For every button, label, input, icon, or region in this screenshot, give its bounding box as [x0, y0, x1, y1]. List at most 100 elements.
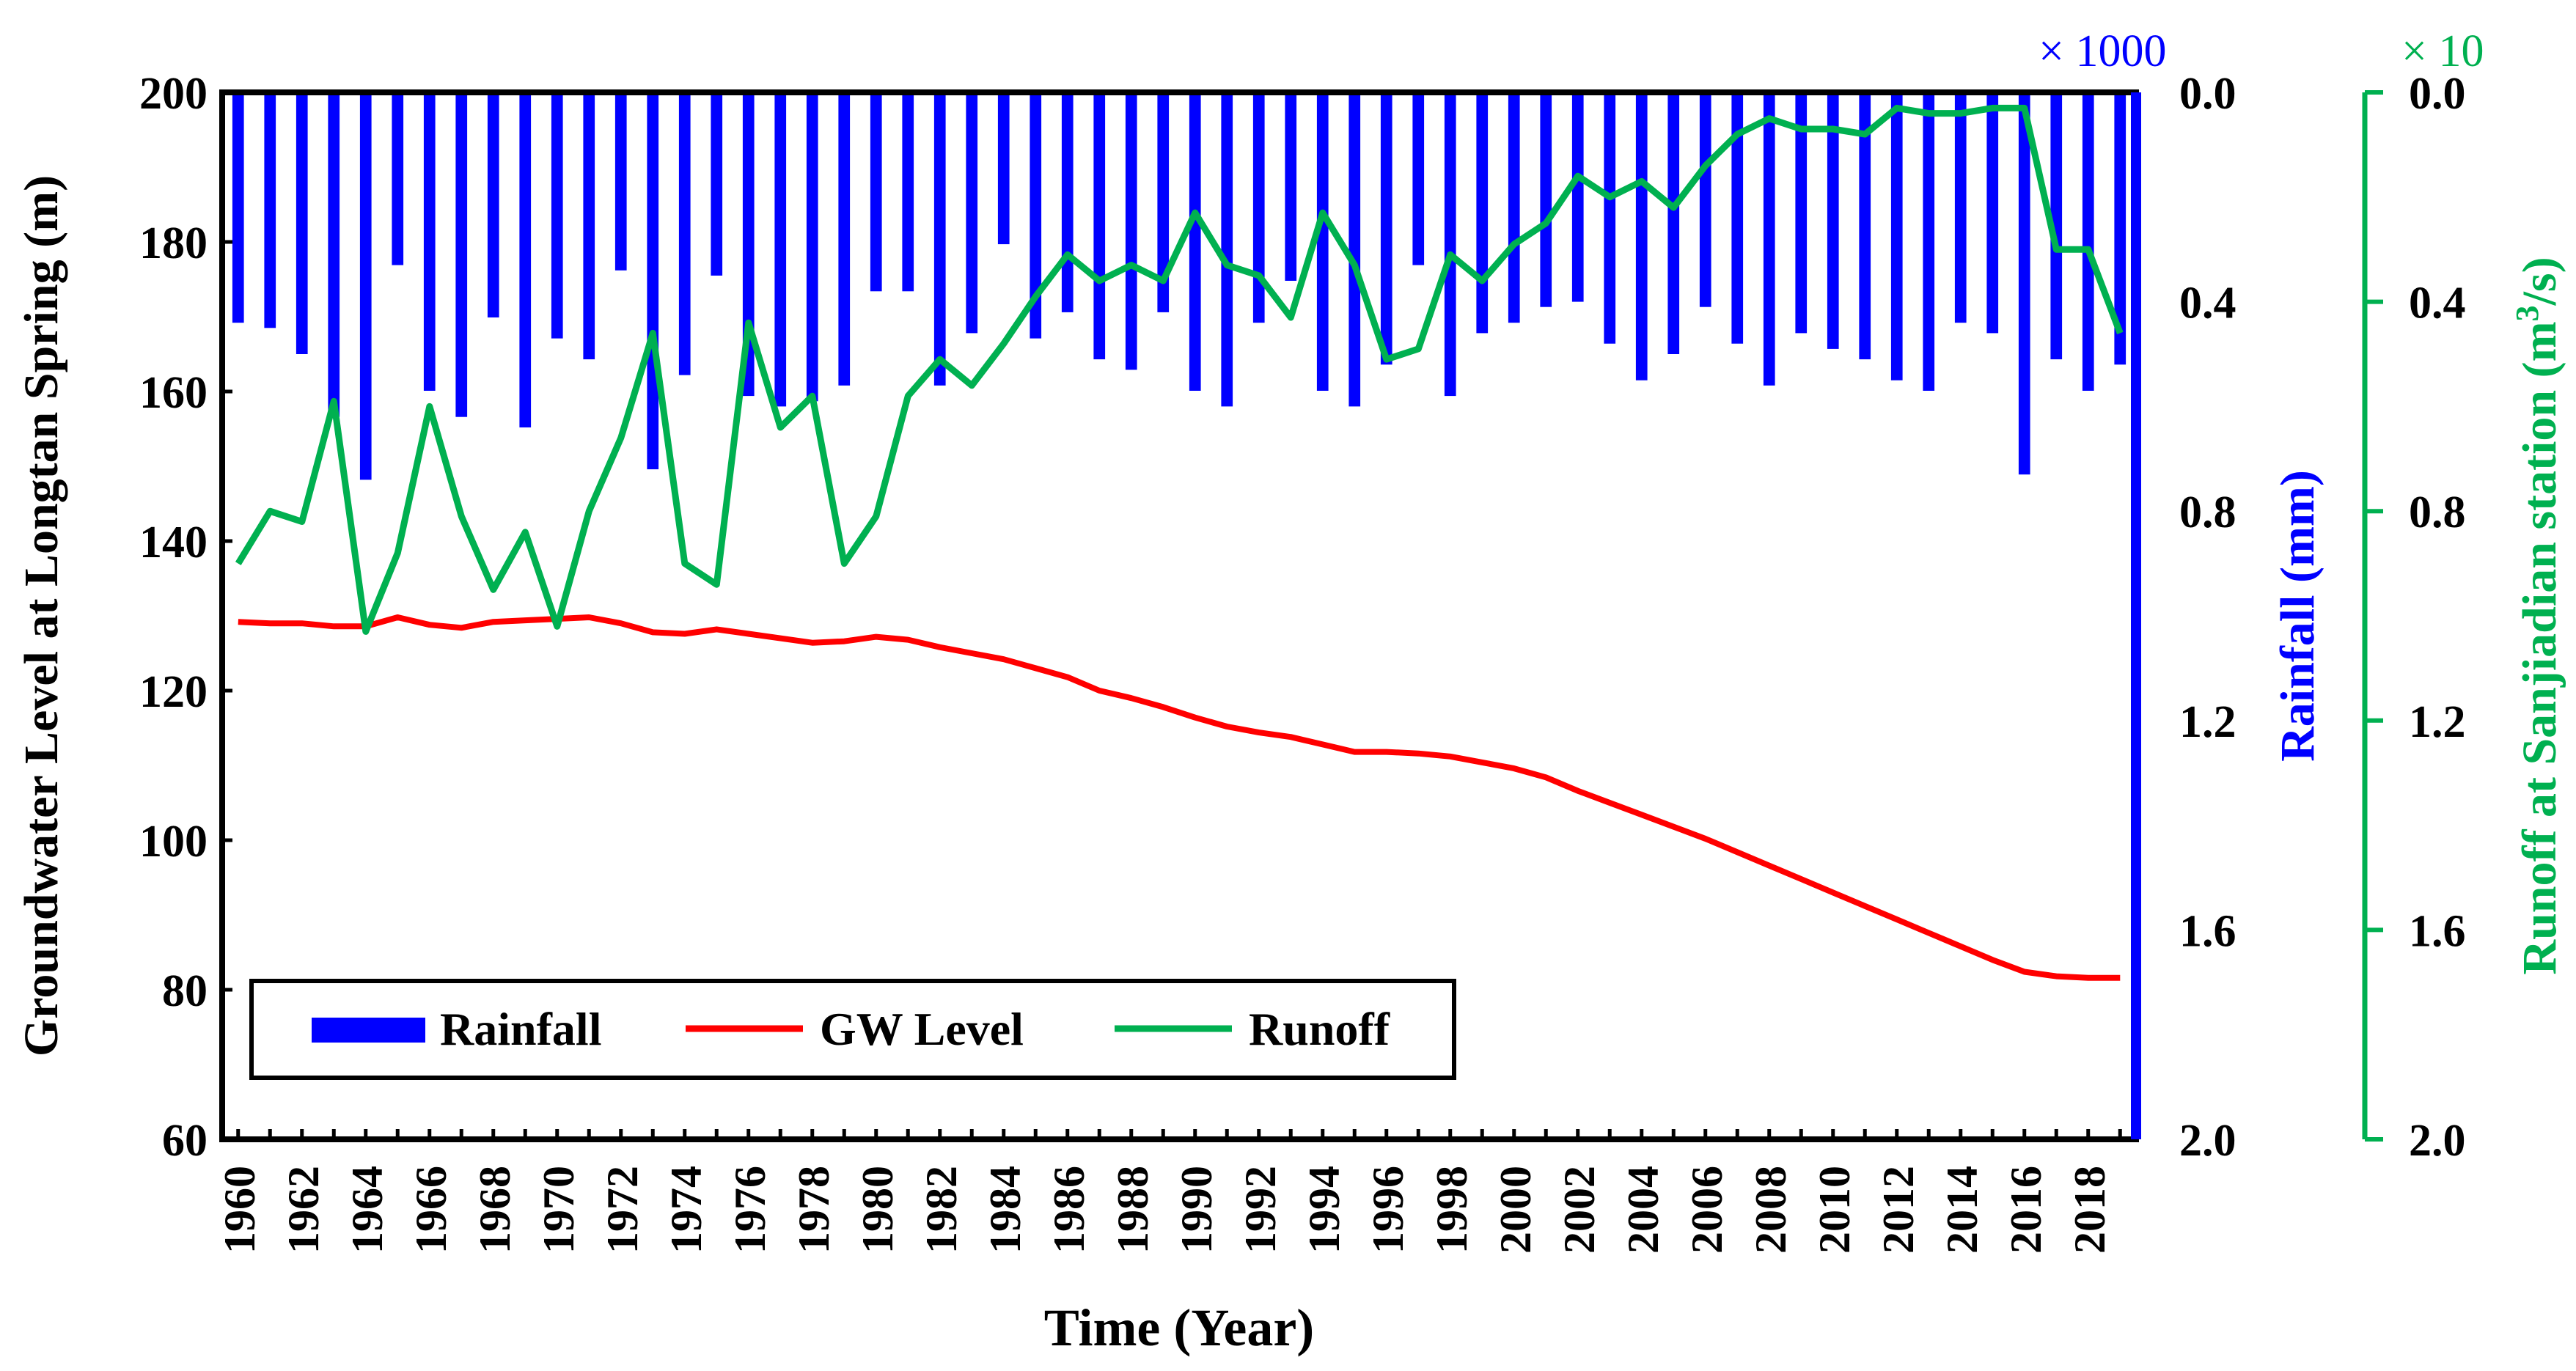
x-tick-label-1974: 1974 — [662, 1166, 711, 1254]
x-tick-label-1980: 1980 — [854, 1166, 902, 1254]
rainfall-bar-1989 — [1157, 92, 1170, 312]
rainfall-bar-1960 — [232, 92, 244, 323]
x-tick-label-2004: 2004 — [1619, 1166, 1667, 1254]
x-tick-label-2012: 2012 — [1874, 1166, 1923, 1254]
rainfall-bar-2015 — [1986, 92, 1999, 334]
x-tick-label-2008: 2008 — [1747, 1166, 1795, 1254]
rainfall-bar-2003 — [1604, 92, 1616, 344]
x-tick-label-2018: 2018 — [2066, 1166, 2114, 1254]
rainfall-bar-2018 — [2082, 92, 2094, 391]
rainfall-tick-label-0.4: 0.4 — [2179, 279, 2236, 328]
legend-rainfall-label: Rainfall — [440, 1003, 601, 1055]
legend: Rainfall GW Level Runoff — [249, 979, 1456, 1080]
rainfall-bar-1967 — [455, 92, 468, 417]
x-tick-label-1990: 1990 — [1173, 1166, 1221, 1254]
x-tick-label-1972: 1972 — [598, 1166, 647, 1254]
rainfall-bar-1996 — [1380, 92, 1392, 365]
runoff-multiplier-label: × 10 — [2401, 26, 2484, 76]
left-tick-label-140: 140 — [139, 518, 208, 567]
x-tick-label-2006: 2006 — [1683, 1166, 1731, 1254]
rainfall-bar-1976 — [742, 92, 755, 397]
rainfall-bar-2017 — [2050, 92, 2063, 360]
runoff-y-axis: 0.0 0.4 0.8 1.2 1.6 2.0 — [2365, 69, 2466, 1166]
x-tick-label-1970: 1970 — [535, 1166, 583, 1254]
rainfall-bar-1975 — [711, 92, 723, 276]
rainfall-bar-1964 — [359, 92, 372, 480]
rainfall-bar-1986 — [1061, 92, 1074, 312]
rainfall-bar-2019 — [2114, 92, 2127, 365]
rainfall-bar-1980 — [870, 92, 882, 292]
rainfall-bar-1974 — [678, 92, 691, 375]
rainfall-bar-2012 — [1890, 92, 1903, 381]
rainfall-bar-1971 — [583, 92, 595, 360]
x-tick-label-1982: 1982 — [917, 1166, 966, 1254]
x-tick-label-1978: 1978 — [790, 1166, 838, 1254]
rainfall-bar-1961 — [264, 92, 276, 328]
x-tick-label-1992: 1992 — [1236, 1166, 1285, 1254]
left-tick-label-180: 180 — [139, 218, 208, 268]
left-tick-label-200: 200 — [139, 69, 208, 119]
rainfall-bar-1994 — [1316, 92, 1329, 391]
rainfall-bar-1972 — [614, 92, 627, 271]
rainfall-tick-label-0.8: 0.8 — [2179, 488, 2236, 537]
left-tick-label-120: 120 — [139, 667, 208, 717]
x-tick-label-2002: 2002 — [1555, 1166, 1604, 1254]
gw-level-series — [238, 614, 2121, 981]
gw-level-line — [238, 614, 2121, 981]
rainfall-bar-2002 — [1571, 92, 1584, 302]
x-tick-label-1964: 1964 — [343, 1166, 392, 1254]
rainfall-bar-1993 — [1285, 92, 1297, 281]
x-tick-label-2014: 2014 — [1938, 1166, 1986, 1254]
x-tick-label-1968: 1968 — [471, 1166, 519, 1254]
rainfall-bar-1998 — [1444, 92, 1456, 397]
rainfall-tick-label-1.2: 1.2 — [2179, 697, 2236, 747]
x-tick-label-1960: 1960 — [216, 1166, 264, 1254]
rainfall-bar-2000 — [1508, 92, 1520, 323]
rainfall-bar-1983 — [966, 92, 978, 334]
left-tick-label-100: 100 — [139, 817, 208, 867]
legend-runoff-label: Runoff — [1249, 1003, 1390, 1055]
rainfall-y-axis: 0.0 0.4 0.8 1.2 1.6 2.0 — [2179, 69, 2236, 1166]
rainfall-bar-1985 — [1030, 92, 1042, 339]
rainfall-bar-2008 — [1763, 92, 1775, 386]
rainfall-bar-2006 — [1699, 92, 1711, 307]
rainfall-bar-1970 — [551, 92, 563, 339]
rainfall-bar-1965 — [392, 92, 404, 265]
legend-box — [249, 979, 1456, 1080]
left-tick-label-80: 80 — [162, 966, 208, 1016]
rainfall-bar-2004 — [1635, 92, 1648, 381]
rainfall-bar-1979 — [838, 92, 851, 386]
rainfall-axis-title: Rainfall (mm) — [2271, 470, 2324, 762]
x-tick-label-2000: 2000 — [1491, 1166, 1540, 1254]
x-tick-label-1984: 1984 — [981, 1166, 1030, 1254]
rainfall-bars — [232, 92, 2127, 480]
rainfall-bar-1984 — [997, 92, 1010, 245]
rainfall-bar-1991 — [1221, 92, 1233, 407]
rainfall-bar-2007 — [1731, 92, 1744, 344]
rainfall-bar-2010 — [1827, 92, 1839, 349]
rainfall-bar-2001 — [1540, 92, 1552, 307]
rainfall-bar-1988 — [1125, 92, 1137, 370]
rainfall-bar-2013 — [1923, 92, 1935, 391]
rainfall-tick-label-1.6: 1.6 — [2179, 906, 2236, 956]
rainfall-bar-1999 — [1476, 92, 1489, 334]
rainfall-bar-1997 — [1412, 92, 1425, 265]
rainfall-bar-1981 — [902, 92, 914, 292]
rainfall-bar-1963 — [328, 92, 340, 417]
runoff-tick-label-0.8: 0.8 — [2409, 488, 2466, 537]
rainfall-bar-1969 — [519, 92, 532, 427]
rainfall-bar-1966 — [423, 92, 436, 391]
legend-gw-level-label: GW Level — [820, 1003, 1024, 1055]
runoff-tick-label-1.6: 1.6 — [2409, 906, 2466, 956]
rainfall-bar-1962 — [296, 92, 308, 354]
legend-rainfall-swatch — [312, 1018, 425, 1043]
left-y-axis: 200 180 160 140 120 100 80 60 — [139, 69, 232, 1166]
rainfall-bar-2005 — [1667, 92, 1680, 354]
runoff-axis-title: Runoff at Sanjiadian station (m3/s) — [2509, 257, 2567, 974]
rainfall-bar-2016 — [2018, 92, 2030, 475]
x-tick-label-1986: 1986 — [1045, 1166, 1093, 1254]
x-tick-label-1976: 1976 — [726, 1166, 774, 1254]
x-tick-label-1996: 1996 — [1364, 1166, 1412, 1254]
rainfall-bar-1973 — [647, 92, 659, 470]
